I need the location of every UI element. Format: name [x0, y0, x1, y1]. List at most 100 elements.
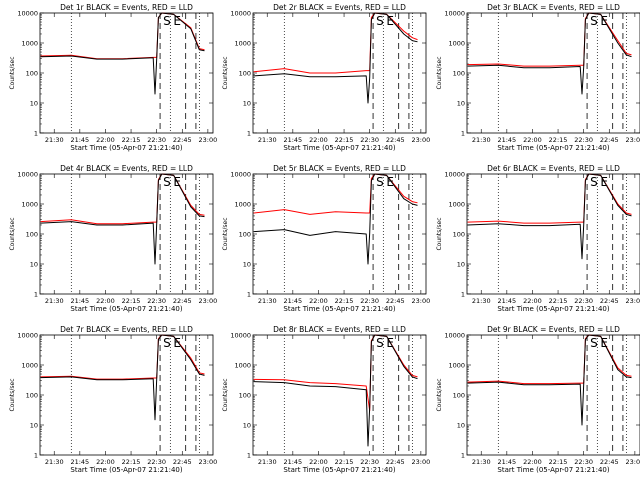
panel-title: Det 5r BLACK = Events, RED = LLD	[273, 164, 406, 173]
x-tick-label: 22:45	[600, 136, 619, 144]
y-tick-label: 10000	[17, 332, 38, 340]
panel-title: Det 2r BLACK = Events, RED = LLD	[273, 3, 406, 12]
x-tick-label: 22:00	[309, 297, 328, 305]
x-tick-label: 21:45	[70, 458, 89, 466]
panel-title: Det 8r BLACK = Events, RED = LLD	[273, 325, 406, 334]
x-tick-label: 23:00	[412, 136, 431, 144]
y-tick-label: 10000	[17, 10, 38, 18]
y-axis-label: Counts/sec	[436, 56, 443, 89]
x-tick-label: 21:45	[283, 136, 302, 144]
y-tick-label: 1	[247, 129, 251, 137]
y-tick-label: 10	[30, 261, 38, 269]
events-series-line	[253, 12, 418, 104]
y-axis-label: Counts/sec	[9, 217, 16, 250]
start-marker-label: S	[376, 336, 384, 350]
x-axis-label: Start Time (05-Apr-07 21:21:40)	[283, 144, 395, 152]
y-tick-label: 10	[243, 261, 251, 269]
x-tick-label: 21:30	[45, 297, 64, 305]
y-axis-label: Counts/sec	[9, 56, 16, 89]
start-marker-label: S	[163, 175, 171, 189]
panel-4: Det 4r BLACK = Events, RED = LLD 1 10 100 10…	[9, 164, 217, 313]
x-tick-label: 22:00	[523, 136, 542, 144]
x-tick-label: 23:00	[626, 458, 640, 466]
y-tick-label: 10000	[17, 171, 38, 179]
plot-frame	[466, 334, 640, 456]
x-tick-label: 22:30	[360, 458, 379, 466]
end-marker-label: E	[600, 336, 608, 350]
x-tick-label: 22:45	[173, 297, 192, 305]
y-tick-label: 10000	[230, 10, 251, 18]
x-axis-label: Start Time (05-Apr-07 21:21:40)	[497, 466, 609, 474]
y-tick-label: 1000	[234, 40, 251, 48]
y-tick-label: 10	[243, 100, 251, 108]
panel-1: Det 1r BLACK = Events, RED = LLD 1 10 100 10…	[9, 3, 217, 152]
start-marker-label: S	[590, 175, 598, 189]
events-series-line	[467, 173, 632, 260]
x-tick-label: 23:00	[412, 297, 431, 305]
x-tick-label: 21:45	[497, 136, 516, 144]
events-series-line	[40, 12, 205, 95]
x-tick-label: 22:45	[386, 297, 405, 305]
end-marker-label: E	[173, 175, 181, 189]
y-tick-label: 10	[457, 261, 465, 269]
x-tick-label: 22:00	[309, 458, 328, 466]
y-tick-label: 1000	[21, 40, 38, 48]
x-tick-label: 21:45	[283, 458, 302, 466]
y-axis-label: Counts/sec	[222, 217, 229, 250]
end-marker-label: E	[600, 175, 608, 189]
x-tick-label: 21:30	[472, 458, 491, 466]
x-tick-label: 22:45	[173, 136, 192, 144]
events-series-line	[253, 334, 418, 447]
y-tick-label: 100	[239, 392, 251, 400]
x-tick-label: 22:15	[335, 136, 354, 144]
end-marker-label: E	[386, 14, 394, 28]
y-tick-label: 10000	[444, 332, 465, 340]
x-tick-label: 23:00	[199, 458, 218, 466]
plot-frame	[252, 334, 427, 456]
panel-2: Det 2r BLACK = Events, RED = LLD 1 10 100 10…	[222, 3, 430, 152]
y-tick-label: 1	[34, 451, 38, 459]
x-tick-label: 22:30	[147, 297, 166, 305]
y-tick-label: 1	[34, 129, 38, 137]
x-tick-label: 21:45	[70, 297, 89, 305]
y-tick-label: 100	[26, 392, 38, 400]
y-tick-label: 1000	[448, 40, 465, 48]
x-axis-label: Start Time (05-Apr-07 21:21:40)	[70, 305, 182, 313]
y-tick-label: 1	[247, 451, 251, 459]
x-tick-label: 23:00	[626, 297, 640, 305]
x-tick-label: 22:15	[549, 458, 568, 466]
x-tick-label: 22:15	[122, 297, 141, 305]
x-tick-label: 22:30	[147, 458, 166, 466]
x-tick-label: 21:45	[70, 136, 89, 144]
x-tick-label: 22:15	[335, 297, 354, 305]
x-tick-label: 22:00	[309, 136, 328, 144]
start-marker-label: S	[590, 336, 598, 350]
x-tick-label: 21:45	[497, 297, 516, 305]
start-marker-label: S	[376, 14, 384, 28]
panel-title: Det 7r BLACK = Events, RED = LLD	[60, 325, 193, 334]
panel-7: Det 7r BLACK = Events, RED = LLD 1 10 100 10…	[9, 325, 217, 474]
start-marker-label: S	[376, 175, 384, 189]
end-marker-label: E	[600, 14, 608, 28]
x-tick-label: 21:45	[497, 458, 516, 466]
x-tick-label: 22:00	[96, 297, 115, 305]
y-tick-label: 100	[453, 70, 465, 78]
y-tick-label: 10000	[230, 332, 251, 340]
x-axis-label: Start Time (05-Apr-07 21:21:40)	[70, 466, 182, 474]
panel-9: Det 9r BLACK = Events, RED = LLD 1 10 100 10…	[436, 325, 640, 474]
y-tick-label: 10000	[444, 171, 465, 179]
x-tick-label: 23:00	[626, 136, 640, 144]
x-tick-label: 22:15	[122, 458, 141, 466]
x-tick-label: 21:30	[472, 297, 491, 305]
y-tick-label: 10	[30, 100, 38, 108]
x-axis-label: Start Time (05-Apr-07 21:21:40)	[497, 144, 609, 152]
y-tick-label: 100	[239, 70, 251, 78]
y-tick-label: 10	[457, 422, 465, 430]
x-tick-label: 21:30	[258, 297, 277, 305]
y-tick-label: 1000	[448, 201, 465, 209]
panel-title: Det 1r BLACK = Events, RED = LLD	[60, 3, 193, 12]
plot-frame	[466, 12, 640, 134]
y-tick-label: 1000	[448, 362, 465, 370]
plot-frame	[39, 12, 214, 134]
